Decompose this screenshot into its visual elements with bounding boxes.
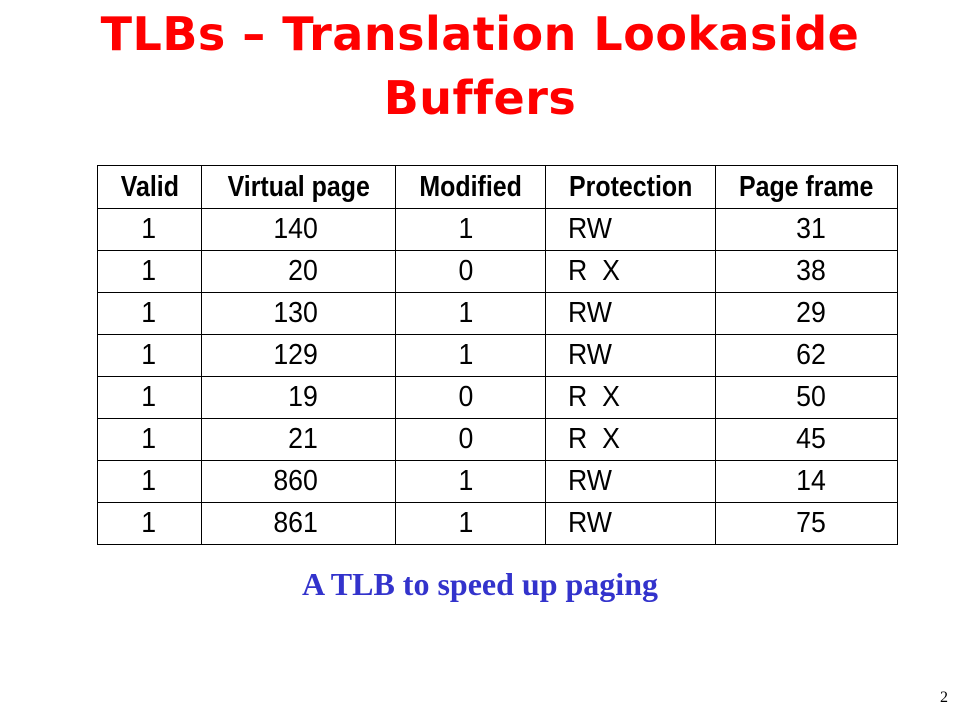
table-header-row: Valid Virtual page Modified Protection P… <box>97 165 898 209</box>
column-header-valid: Valid <box>97 165 202 209</box>
cell-valid: 1 <box>101 376 198 419</box>
cell-virtual-page: 19 <box>208 376 389 419</box>
cell-page-frame: 45 <box>722 418 891 461</box>
cell-valid: 1 <box>101 250 198 293</box>
column-header-modified: Modified <box>395 165 546 209</box>
cell-valid: 1 <box>101 292 198 335</box>
cell-virtual-page: 21 <box>208 418 389 461</box>
page-number: 2 <box>940 689 948 706</box>
cell-valid: 1 <box>101 208 198 251</box>
cell-virtual-page: 140 <box>208 208 389 251</box>
cell-modified: 1 <box>401 334 540 377</box>
cell-protection: RW <box>551 292 710 335</box>
cell-protection: R X <box>551 418 710 461</box>
cell-modified: 1 <box>401 292 540 335</box>
cell-modified: 0 <box>401 418 540 461</box>
cell-page-frame: 62 <box>722 334 891 377</box>
table-row: 1 129 1 RW 62 <box>98 334 898 377</box>
slide-title-line-1: TLBs – Translation Lookaside <box>100 7 860 61</box>
table-row: 1 21 0 R X 45 <box>98 418 898 461</box>
table-caption: A TLB to speed up paging <box>302 566 658 602</box>
cell-page-frame: 14 <box>722 460 891 503</box>
column-header-page-frame: Page frame <box>715 165 898 209</box>
cell-page-frame: 75 <box>722 502 891 545</box>
table-row: 1 861 1 RW 75 <box>98 502 898 545</box>
slide-title: TLBs – Translation Lookaside Buffers <box>0 2 960 130</box>
cell-modified: 1 <box>401 460 540 503</box>
cell-modified: 1 <box>401 208 540 251</box>
table-row: 1 860 1 RW 14 <box>98 460 898 503</box>
table-row: 1 20 0 R X 38 <box>98 250 898 293</box>
cell-valid: 1 <box>101 460 198 503</box>
cell-virtual-page: 20 <box>208 250 389 293</box>
cell-valid: 1 <box>101 418 198 461</box>
slide-title-line-2: Buffers <box>383 71 577 125</box>
cell-valid: 1 <box>101 334 198 377</box>
table-row: 1 19 0 R X 50 <box>98 376 898 419</box>
tlb-table: Valid Virtual page Modified Protection P… <box>97 165 898 545</box>
cell-virtual-page: 861 <box>208 502 389 545</box>
cell-modified: 1 <box>401 502 540 545</box>
cell-virtual-page: 860 <box>208 460 389 503</box>
cell-virtual-page: 129 <box>208 334 389 377</box>
cell-modified: 0 <box>401 250 540 293</box>
cell-protection: R X <box>551 250 710 293</box>
column-header-protection: Protection <box>545 165 716 209</box>
cell-valid: 1 <box>101 502 198 545</box>
cell-protection: RW <box>551 208 710 251</box>
table-row: 1 140 1 RW 31 <box>98 208 898 251</box>
cell-protection: RW <box>551 334 710 377</box>
cell-virtual-page: 130 <box>208 292 389 335</box>
column-header-virtual-page: Virtual page <box>201 165 396 209</box>
cell-protection: RW <box>551 502 710 545</box>
cell-page-frame: 31 <box>722 208 891 251</box>
cell-modified: 0 <box>401 376 540 419</box>
table-row: 1 130 1 RW 29 <box>98 292 898 335</box>
cell-page-frame: 38 <box>722 250 891 293</box>
cell-page-frame: 50 <box>722 376 891 419</box>
cell-protection: RW <box>551 460 710 503</box>
cell-protection: R X <box>551 376 710 419</box>
cell-page-frame: 29 <box>722 292 891 335</box>
